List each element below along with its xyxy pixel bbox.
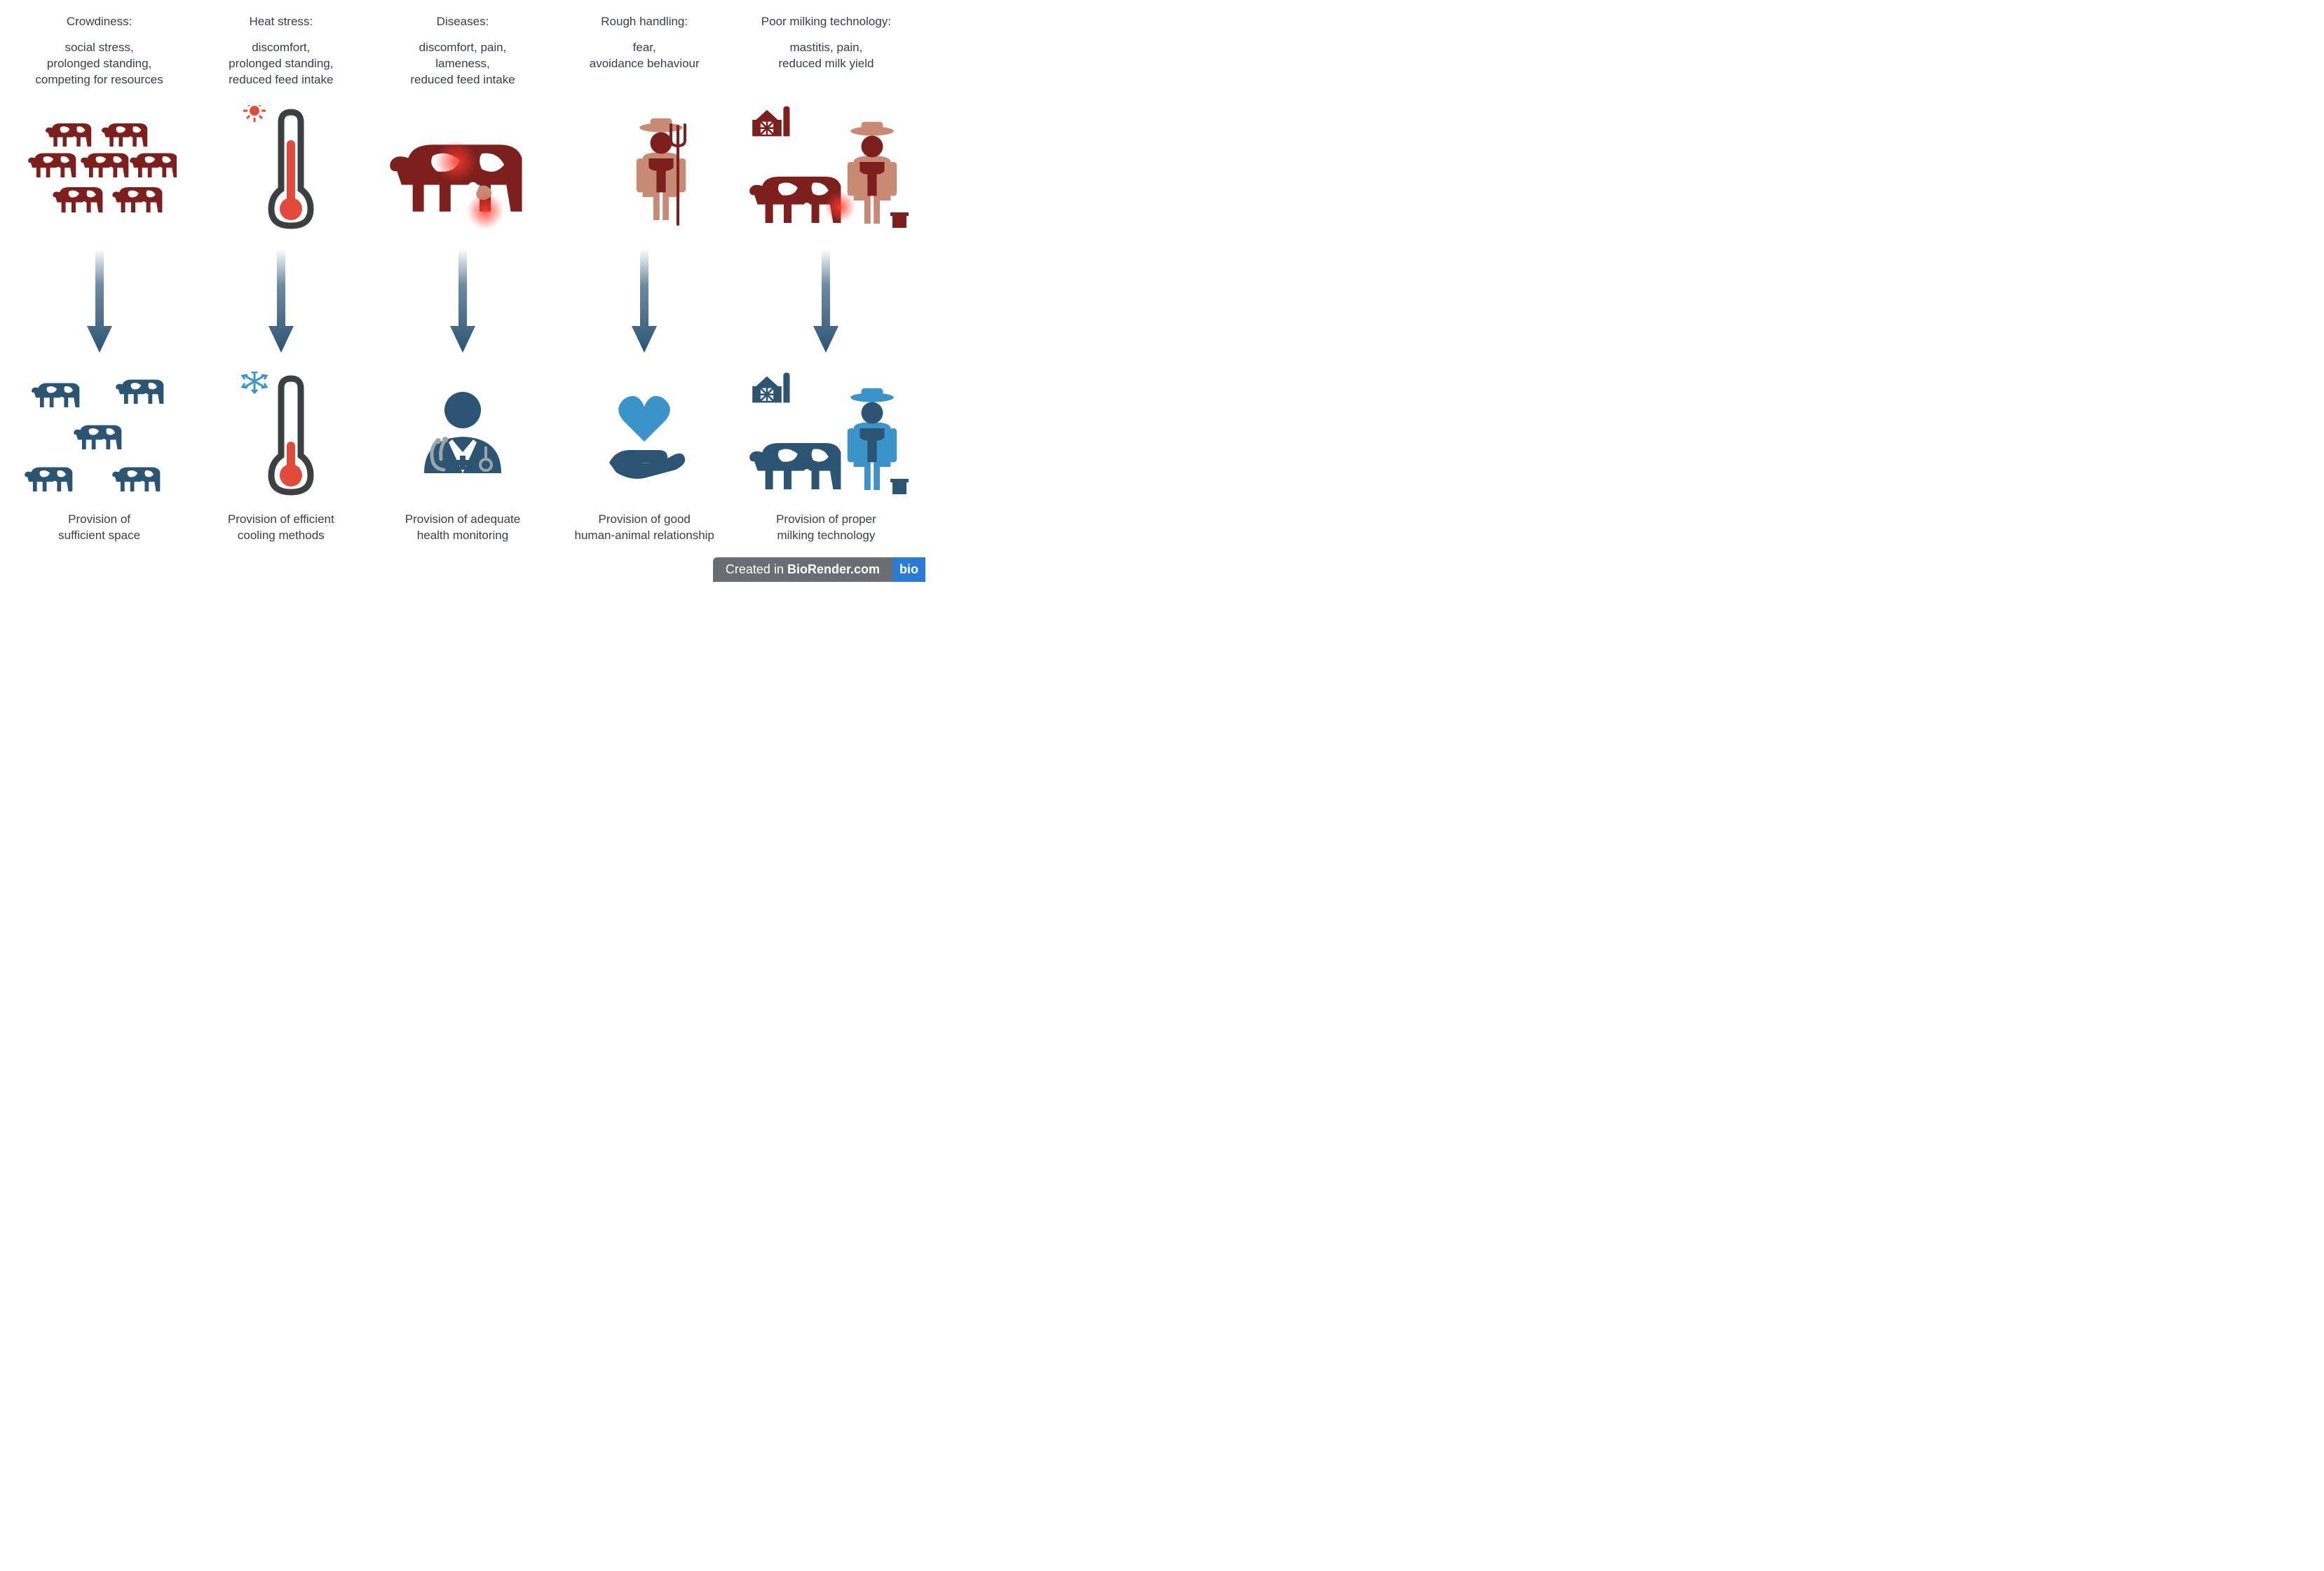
down-arrow-icon — [86, 238, 114, 365]
thermometer-hot-icon — [196, 98, 366, 238]
problem-subtitle: social stress, prolonged standing, compe… — [35, 40, 163, 88]
farmer-pitchfork-icon — [559, 98, 730, 238]
problem-title: Poor milking technology: — [761, 14, 891, 30]
problem-title: Rough handling: — [590, 14, 700, 30]
down-arrow-icon — [449, 238, 477, 365]
column-rough-handling: Rough handling: fear, avoidance behaviou… — [559, 14, 730, 547]
thermometer-cool-icon — [196, 365, 366, 505]
problem-label: Crowdiness: social stress, prolonged sta… — [35, 14, 163, 98]
problem-title: Crowdiness: — [35, 14, 163, 30]
problem-label: Heat stress: discomfort, prolonged stand… — [229, 14, 333, 98]
infographic-grid: Crowdiness: social stress, prolonged sta… — [14, 14, 911, 547]
problem-subtitle: fear, avoidance behaviour — [590, 40, 700, 72]
problem-subtitle: discomfort, prolonged standing, reduced … — [229, 40, 333, 88]
solution-label: Provision of sufficient space — [58, 512, 140, 547]
problem-label: Poor milking technology: mastitis, pain,… — [761, 14, 891, 98]
column-poor-milking: Poor milking technology: mastitis, pain,… — [741, 14, 911, 547]
problem-title: Diseases: — [410, 14, 515, 30]
column-crowdiness: Crowdiness: social stress, prolonged sta… — [14, 14, 184, 547]
solution-label: Provision of efficient cooling methods — [228, 512, 334, 547]
column-diseases: Diseases: discomfort, pain, lameness, re… — [377, 14, 548, 547]
solution-label: Provision of good human-animal relations… — [575, 512, 714, 547]
hand-heart-icon — [559, 365, 730, 505]
problem-label: Rough handling: fear, avoidance behaviou… — [590, 14, 700, 98]
farmer-cow-barn-bad-icon — [741, 98, 911, 238]
watermark-brand: BioRender.com — [787, 562, 880, 576]
cow-herd-spaced-icon — [14, 365, 184, 505]
column-heat-stress: Heat stress: discomfort, prolonged stand… — [196, 14, 366, 547]
down-arrow-icon — [630, 238, 658, 365]
watermark: Created in BioRender.com bio — [713, 557, 925, 582]
cow-pain-icon — [377, 98, 548, 238]
watermark-logo: bio — [892, 557, 925, 582]
solution-label: Provision of adequate health monitoring — [405, 512, 520, 547]
problem-subtitle: discomfort, pain, lameness, reduced feed… — [410, 40, 515, 88]
vet-doctor-icon — [377, 365, 548, 505]
cow-herd-crowded-icon — [14, 98, 184, 238]
watermark-logo-text: bio — [899, 562, 918, 577]
down-arrow-icon — [812, 238, 840, 365]
problem-label: Diseases: discomfort, pain, lameness, re… — [410, 14, 515, 98]
solution-label: Provision of proper milking technology — [776, 512, 876, 547]
problem-subtitle: mastitis, pain, reduced milk yield — [761, 40, 891, 72]
problem-title: Heat stress: — [229, 14, 333, 30]
farmer-cow-barn-good-icon — [741, 365, 911, 505]
down-arrow-icon — [267, 238, 295, 365]
watermark-text: Created in BioRender.com — [713, 557, 892, 582]
watermark-prefix: Created in — [726, 562, 787, 576]
